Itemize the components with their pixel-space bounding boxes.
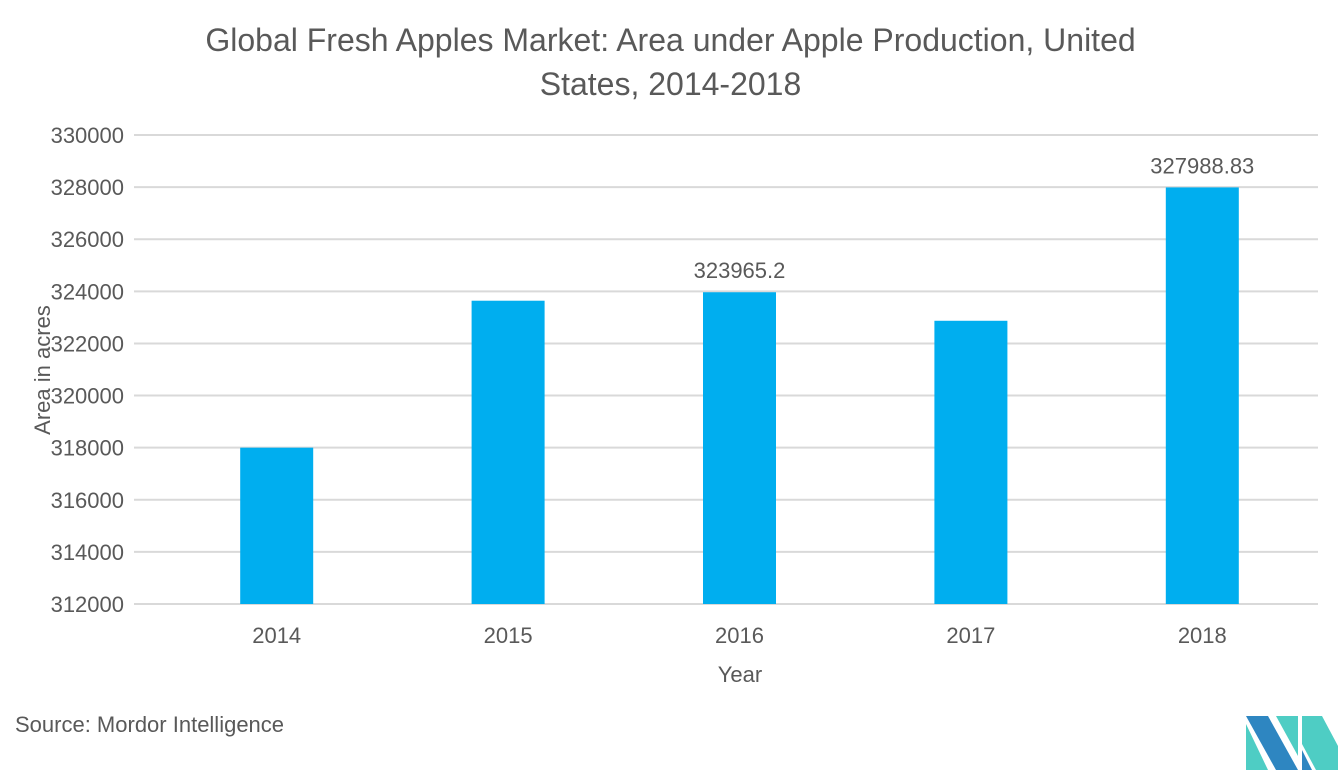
bar-2016 [703,292,776,604]
chart-title-line-2: States, 2014-2018 [539,66,802,102]
bar-2015 [471,300,545,604]
y-tick-label: 324000 [51,279,124,304]
source-note: Source: Mordor Intelligence [15,712,285,737]
bar-2018 [1165,187,1239,604]
x-tick-label: 2017 [946,623,995,648]
bar-2017 [934,320,1008,604]
y-tick-label: 318000 [51,436,124,461]
y-tick-label: 316000 [51,488,124,513]
x-axis-title: Year [718,662,762,687]
data-label: 323965.2 [694,258,786,283]
mordor-intelligence-logo [1246,716,1338,770]
y-tick-label: 320000 [51,384,124,409]
y-tick-label: 330000 [51,123,124,148]
y-tick-label: 314000 [51,540,124,565]
chart-title-line-1: Global Fresh Apples Market: Area under A… [205,22,1136,58]
x-tick-label: 2016 [715,623,764,648]
x-tick-label: 2015 [484,623,533,648]
bar-2014 [240,447,314,604]
y-tick-label: 326000 [51,227,124,252]
data-label: 327988.83 [1150,153,1254,178]
y-axis-title: Area in acres [30,305,55,435]
y-tick-label: 328000 [51,175,124,200]
y-tick-label: 322000 [51,331,124,356]
chart-title: Global Fresh Apples Market: Area under A… [0,18,1341,106]
x-tick-label: 2014 [252,623,301,648]
bar-chart: 312000 314000 316000 318000 320000 322000 3240… [30,123,1318,687]
x-tick-label: 2018 [1178,623,1227,648]
y-tick-label: 312000 [51,592,124,617]
